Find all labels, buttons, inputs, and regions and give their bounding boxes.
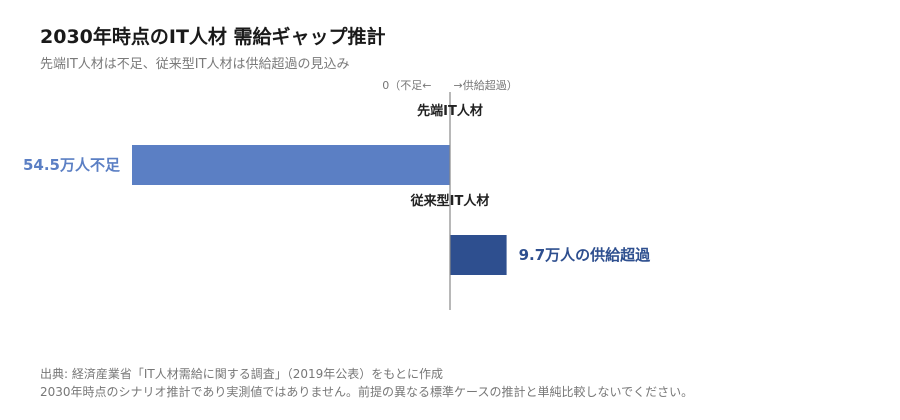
bar-1 bbox=[132, 145, 450, 185]
category-label-1: 先端IT人材 bbox=[417, 103, 483, 119]
source-note: 出典: 経済産業省「IT人材需給に関する調査」（2019年公表）をもとに作成 bbox=[40, 367, 444, 381]
data-label-1: 54.5万人不足 bbox=[23, 156, 121, 174]
category-label-2: 従来型IT人材 bbox=[410, 193, 490, 209]
disclaimer-note: 2030年時点のシナリオ推計であり実測値ではありません。前提の異なる標準ケースの… bbox=[40, 385, 694, 399]
bar-2 bbox=[450, 235, 507, 275]
chart-title: 2030年時点のIT人材 需給ギャップ推計 bbox=[40, 26, 386, 48]
data-label-2: 9.7万人の供給超過 bbox=[519, 246, 652, 264]
axis-label: 0（不足← →供給超過） bbox=[382, 78, 517, 92]
chart-subtitle: 先端IT人材は不足、従来型IT人材は供給超過の見込み bbox=[40, 57, 350, 72]
chart-footer: 出典: 経済産業省「IT人材需給に関する調査」（2019年公表）をもとに作成 2… bbox=[40, 365, 693, 401]
